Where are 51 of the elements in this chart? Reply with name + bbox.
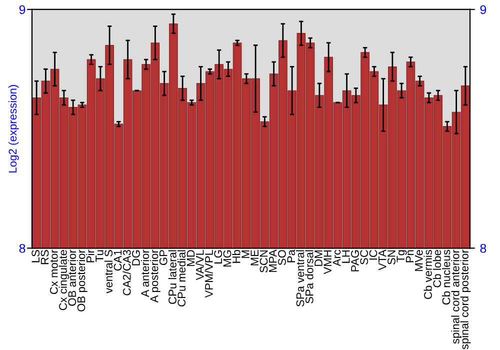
x-tick-label: MVe — [415, 250, 423, 271]
x-tick-label: PAG — [351, 250, 359, 272]
x-tick-label: SO — [278, 250, 286, 266]
x-tick-label: MPA — [269, 250, 277, 272]
x-tick-label: OB anterior — [68, 250, 76, 306]
x-tick-label: Cb nucleus — [442, 250, 450, 305]
x-tick-label: A posterior — [150, 250, 160, 303]
x-tick-label: LS — [32, 250, 40, 262]
x-tick-label: SN — [388, 250, 396, 264]
x-tick-label: SCN — [260, 250, 268, 272]
x-tick-label: MD — [186, 250, 195, 266]
x-tick-label: SC — [360, 250, 368, 264]
x-tick-label: Cx cingulate — [58, 250, 70, 310]
x-tick-label: Cx motor — [50, 250, 58, 294]
x-tick-label: M — [242, 250, 250, 258]
x-tick-label: GP — [159, 250, 168, 266]
x-tick-label: ME — [250, 250, 258, 266]
x-tick-label: Cb vermis — [424, 250, 432, 299]
x-tick-label: CA2/CA3 — [122, 250, 131, 296]
x-tick-label: ventral S — [104, 250, 113, 294]
x-tick-label: Tu — [96, 250, 104, 262]
y2-tick-label: 9 — [480, 5, 486, 14]
x-tick-label: RS — [40, 250, 49, 264]
x-tick-label: DG — [132, 250, 140, 266]
y-axis-title: Log2 (expression) — [8, 85, 19, 172]
x-tick-label: MG — [223, 250, 232, 267]
x-tick-label: Pn — [406, 250, 414, 262]
x-tick-label: DM — [314, 250, 322, 266]
x-tick-label: spinal cord posterior — [460, 250, 471, 350]
x-tick-label: CA1 — [114, 250, 122, 271]
x-tick-label: SPa dorsal — [305, 250, 314, 304]
x-tick-label: VTA — [378, 250, 386, 270]
x-tick-label: VMH — [324, 250, 332, 274]
x-tick-label: CPu medial — [177, 250, 186, 306]
x-tick-label: VA/VL — [196, 250, 204, 280]
x-tick-label: A anterior — [140, 250, 150, 298]
x-tick-label: Cb lobe — [432, 250, 442, 288]
x-tick-label: LH — [342, 250, 350, 263]
x-tick-label: SPa ventral — [296, 250, 304, 306]
x-tick-label: OB posterior — [77, 250, 88, 312]
x-tick-label: VPM/VPL — [204, 250, 213, 298]
x-tick-label: spinal cord anterior — [451, 250, 462, 344]
x-tick-label: Hb — [232, 250, 240, 263]
x-tick-label: Pa — [287, 250, 296, 262]
x-tick-label: Tg — [396, 250, 407, 262]
x-tick-label: IC — [369, 250, 378, 260]
y2-tick-label: 8 — [480, 244, 486, 253]
x-tick-label: LG — [214, 250, 222, 264]
x-tick-label: Pir — [86, 250, 94, 262]
x-tick-label: Arc — [332, 250, 341, 266]
x-tick-label: CPu lateral — [168, 250, 176, 304]
